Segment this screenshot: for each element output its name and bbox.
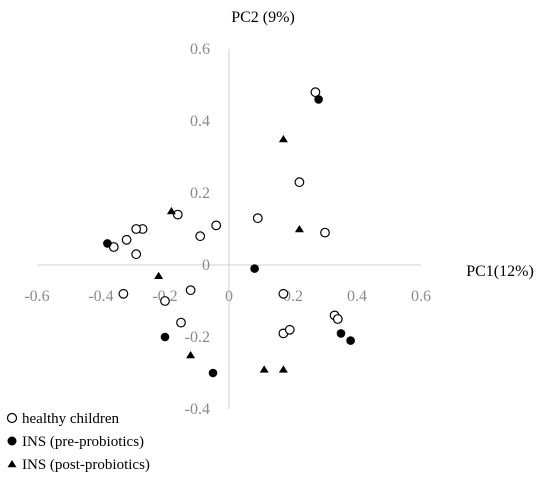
legend: healthy children INS (pre-probiotics) IN… (6, 411, 150, 473)
legend-item-ins-post-probiotics: INS (post-probiotics) (7, 457, 150, 473)
y-tick-label: 0.2 (190, 185, 210, 202)
legend-label-ins-pre-probiotics: INS (pre-probiotics) (22, 434, 144, 450)
data-point-open-circle (310, 87, 321, 98)
y-tick-label: 0.6 (190, 41, 210, 58)
data-point-filled-circle (314, 95, 323, 104)
data-point-triangle (186, 350, 196, 359)
data-point-filled-circle (346, 336, 355, 345)
legend-marker-open-circle (6, 412, 18, 424)
data-point-open-circle (176, 317, 186, 328)
data-point-open-circle (121, 234, 132, 245)
data-point-filled-circle (208, 368, 218, 378)
y-tick-label: -0.2 (185, 329, 210, 346)
data-point-open-circle (185, 285, 196, 296)
data-point-open-circle (160, 296, 170, 306)
data-point-open-circle (195, 231, 206, 242)
y-tick-label: 0.4 (190, 113, 210, 130)
legend-label-ins-post-probiotics: INS (post-probiotics) (22, 457, 150, 473)
data-point-open-circle (320, 227, 330, 238)
data-point-filled-circle (103, 239, 112, 248)
x-tick-label: -0.6 (24, 288, 49, 305)
x-tick-label: 0 (225, 288, 233, 305)
y-tick-labels: 0.6 0.4 0.2 0 -0.2 -0.4 (185, 41, 210, 418)
data-point-open-circle (284, 324, 295, 335)
data-points (103, 87, 355, 378)
data-point-open-circle (211, 220, 222, 231)
x-tick-label: 0.4 (347, 288, 367, 305)
data-point-triangle (278, 134, 288, 143)
legend-item-ins-pre-probiotics: INS (pre-probiotics) (7, 434, 144, 450)
x-tick-labels: -0.6-0.4-0.200.20.40.6 (24, 288, 431, 305)
y-axis-title: PC2 (9%) (231, 9, 295, 26)
data-point-open-circle (131, 249, 142, 260)
data-point-open-circle (252, 213, 263, 224)
data-point-open-circle (172, 209, 183, 220)
data-point-filled-circle (336, 329, 346, 338)
data-point-filled-circle (160, 332, 170, 342)
data-point-open-circle (118, 288, 129, 299)
data-point-filled-circle (250, 264, 259, 273)
data-point-open-circle (131, 224, 142, 234)
data-point-open-circle (278, 288, 289, 299)
data-point-triangle (278, 365, 288, 373)
data-point-triangle (166, 206, 176, 215)
x-axis-title: PC1(12%) (466, 263, 534, 280)
legend-marker-filled-triangle (7, 459, 17, 468)
y-tick-label: 0 (202, 257, 210, 274)
legend-label-healthy-children: healthy children (22, 411, 120, 427)
data-point-open-circle (294, 177, 305, 188)
legend-marker-filled-circle (7, 436, 17, 446)
data-point-open-circle (332, 314, 343, 324)
data-point-triangle (154, 271, 164, 280)
y-tick-label: -0.4 (185, 401, 210, 418)
x-tick-label: -0.4 (88, 288, 113, 305)
x-tick-label: 0.6 (411, 288, 431, 305)
data-point-triangle (259, 365, 269, 373)
data-point-triangle (294, 224, 304, 233)
axes (37, 49, 421, 409)
legend-item-healthy-children: healthy children (6, 411, 120, 427)
